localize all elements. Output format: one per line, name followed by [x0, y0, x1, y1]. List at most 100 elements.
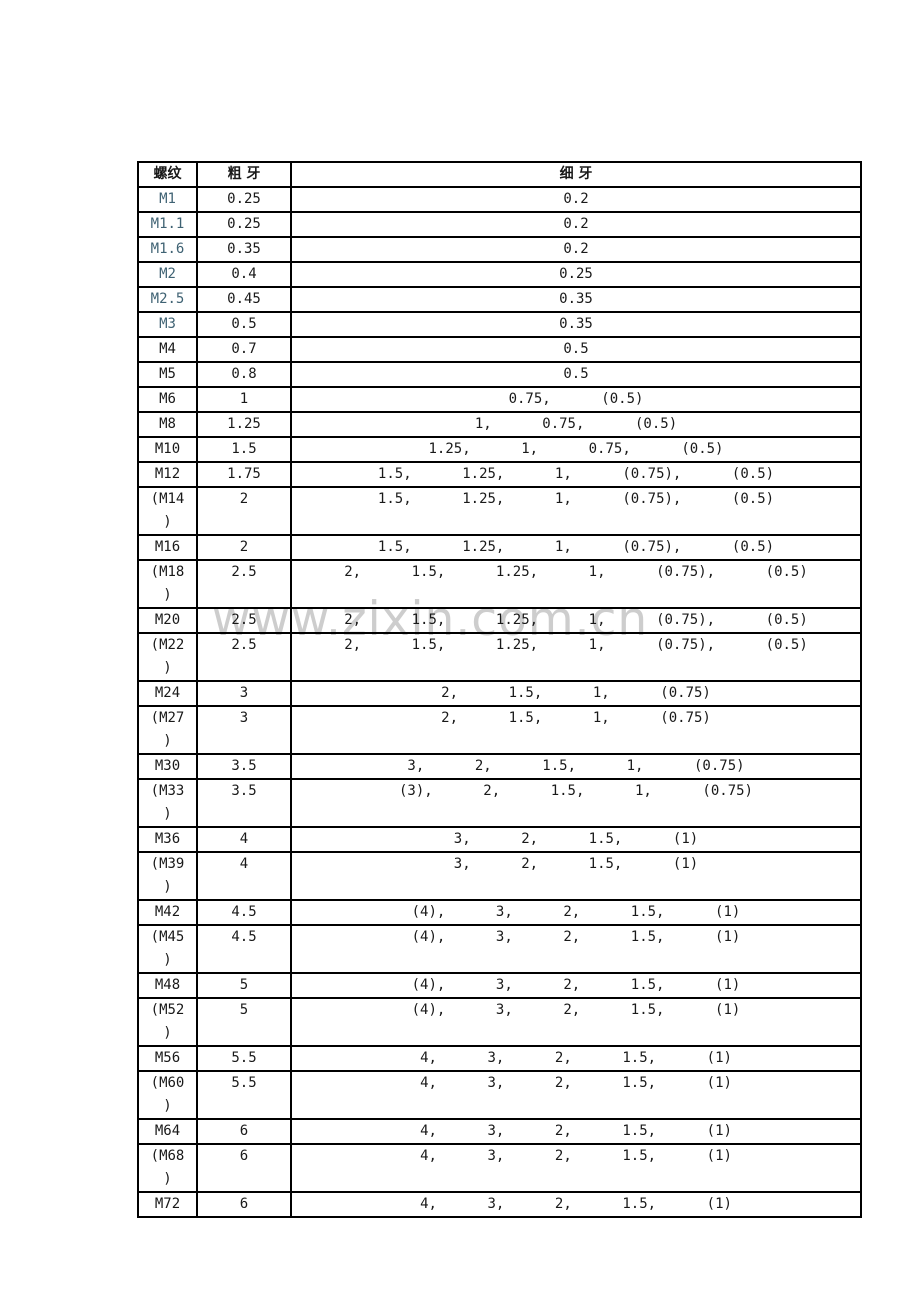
- fine-pitch-cell: 0.2: [290, 236, 862, 263]
- coarse-pitch-cell: 2.5: [196, 632, 292, 682]
- fine-pitch-cell: 4, 3, 2, 1.5, (1): [290, 1143, 862, 1193]
- thread-designation-cell: (M18 ): [137, 559, 198, 609]
- fine-pitch-cell: 1, 0.75, (0.5): [290, 411, 862, 438]
- table-row: M5 0.8 0.5: [137, 361, 862, 388]
- fine-pitch-cell: 1.5, 1.25, 1, (0.75), (0.5): [290, 486, 862, 536]
- table-row: (M22 ) 2.5 2, 1.5, 1.25, 1, (0.75), (0.5): [137, 632, 862, 682]
- table-row: M10 1.5 1.25, 1, 0.75, (0.5): [137, 436, 862, 463]
- table-row: (M27 ) 3 2, 1.5, 1, (0.75): [137, 705, 862, 755]
- fine-pitch-cell: 2, 1.5, 1.25, 1, (0.75), (0.5): [290, 607, 862, 634]
- coarse-pitch-cell: 0.4: [196, 261, 292, 288]
- column-header-fine-pitch: 细 牙: [290, 161, 862, 188]
- thread-table-body: M1 0.25 0.2 M1.1 0.25 0.2 M1.6 0.35 0.2 M2 0.4 0.25…: [137, 186, 862, 1218]
- fine-pitch-cell: 0.75, (0.5): [290, 386, 862, 413]
- thread-designation-cell: (M27 ): [137, 705, 198, 755]
- coarse-pitch-cell: 0.25: [196, 211, 292, 238]
- coarse-pitch-cell: 0.35: [196, 236, 292, 263]
- fine-pitch-cell: (3), 2, 1.5, 1, (0.75): [290, 778, 862, 828]
- table-row: M16 2 1.5, 1.25, 1, (0.75), (0.5): [137, 534, 862, 561]
- thread-designation-cell: M72: [137, 1191, 198, 1218]
- thread-designation-cell: M1.1: [137, 211, 198, 238]
- table-row: M4 0.7 0.5: [137, 336, 862, 363]
- thread-designation-cell: M36: [137, 826, 198, 853]
- coarse-pitch-cell: 3.5: [196, 778, 292, 828]
- thread-pitch-table: 螺纹 粗 牙 细 牙 M1 0.25 0.2 M1.1 0.25 0.2 M1.6 0.35 0…: [137, 161, 862, 1218]
- coarse-pitch-cell: 2: [196, 534, 292, 561]
- coarse-pitch-cell: 3: [196, 680, 292, 707]
- thread-designation-cell: M6: [137, 386, 198, 413]
- coarse-pitch-cell: 4.5: [196, 924, 292, 974]
- table-row: M12 1.75 1.5, 1.25, 1, (0.75), (0.5): [137, 461, 862, 488]
- coarse-pitch-cell: 4.5: [196, 899, 292, 926]
- coarse-pitch-cell: 2.5: [196, 559, 292, 609]
- thread-designation-cell: M1: [137, 186, 198, 213]
- fine-pitch-cell: 3, 2, 1.5, (1): [290, 826, 862, 853]
- fine-pitch-cell: (4), 3, 2, 1.5, (1): [290, 924, 862, 974]
- thread-designation-cell: (M22 ): [137, 632, 198, 682]
- coarse-pitch-cell: 3.5: [196, 753, 292, 780]
- coarse-pitch-cell: 4: [196, 851, 292, 901]
- table-row: M42 4.5 (4), 3, 2, 1.5, (1): [137, 899, 862, 926]
- thread-designation-cell: (M68 ): [137, 1143, 198, 1193]
- coarse-pitch-cell: 5: [196, 997, 292, 1047]
- table-row: M36 4 3, 2, 1.5, (1): [137, 826, 862, 853]
- table-row: M1.1 0.25 0.2: [137, 211, 862, 238]
- fine-pitch-cell: (4), 3, 2, 1.5, (1): [290, 972, 862, 999]
- table-row: M72 6 4, 3, 2, 1.5, (1): [137, 1191, 862, 1218]
- table-row: (M68 ) 6 4, 3, 2, 1.5, (1): [137, 1143, 862, 1193]
- fine-pitch-cell: 4, 3, 2, 1.5, (1): [290, 1191, 862, 1218]
- fine-pitch-cell: 1.5, 1.25, 1, (0.75), (0.5): [290, 461, 862, 488]
- thread-designation-cell: M10: [137, 436, 198, 463]
- table-row: (M39 ) 4 3, 2, 1.5, (1): [137, 851, 862, 901]
- coarse-pitch-cell: 1.25: [196, 411, 292, 438]
- table-row: M1 0.25 0.2: [137, 186, 862, 213]
- fine-pitch-cell: 0.5: [290, 336, 862, 363]
- table-row: (M60 ) 5.5 4, 3, 2, 1.5, (1): [137, 1070, 862, 1120]
- thread-designation-cell: M2: [137, 261, 198, 288]
- coarse-pitch-cell: 0.7: [196, 336, 292, 363]
- table-row: (M18 ) 2.5 2, 1.5, 1.25, 1, (0.75), (0.5): [137, 559, 862, 609]
- fine-pitch-cell: 0.25: [290, 261, 862, 288]
- table-row: M6 1 0.75, (0.5): [137, 386, 862, 413]
- coarse-pitch-cell: 2: [196, 486, 292, 536]
- coarse-pitch-cell: 1: [196, 386, 292, 413]
- thread-designation-cell: M12: [137, 461, 198, 488]
- thread-designation-cell: M5: [137, 361, 198, 388]
- fine-pitch-cell: 1.25, 1, 0.75, (0.5): [290, 436, 862, 463]
- fine-pitch-cell: 0.35: [290, 311, 862, 338]
- table-row: M2.5 0.45 0.35: [137, 286, 862, 313]
- table-row: M56 5.5 4, 3, 2, 1.5, (1): [137, 1045, 862, 1072]
- fine-pitch-cell: 2, 1.5, 1, (0.75): [290, 705, 862, 755]
- table-header-row: 螺纹 粗 牙 细 牙: [137, 161, 862, 188]
- coarse-pitch-cell: 3: [196, 705, 292, 755]
- fine-pitch-cell: 0.2: [290, 211, 862, 238]
- coarse-pitch-cell: 2.5: [196, 607, 292, 634]
- table-row: M20 2.5 2, 1.5, 1.25, 1, (0.75), (0.5): [137, 607, 862, 634]
- table-row: M1.6 0.35 0.2: [137, 236, 862, 263]
- coarse-pitch-cell: 0.8: [196, 361, 292, 388]
- column-header-thread: 螺纹: [137, 161, 198, 188]
- coarse-pitch-cell: 0.45: [196, 286, 292, 313]
- thread-designation-cell: M56: [137, 1045, 198, 1072]
- table-row: M24 3 2, 1.5, 1, (0.75): [137, 680, 862, 707]
- thread-designation-cell: M8: [137, 411, 198, 438]
- thread-designation-cell: (M33 ): [137, 778, 198, 828]
- thread-designation-cell: (M60 ): [137, 1070, 198, 1120]
- table-row: (M45 ) 4.5 (4), 3, 2, 1.5, (1): [137, 924, 862, 974]
- table-row: M64 6 4, 3, 2, 1.5, (1): [137, 1118, 862, 1145]
- fine-pitch-cell: 2, 1.5, 1.25, 1, (0.75), (0.5): [290, 559, 862, 609]
- coarse-pitch-cell: 0.5: [196, 311, 292, 338]
- fine-pitch-cell: 2, 1.5, 1.25, 1, (0.75), (0.5): [290, 632, 862, 682]
- thread-designation-cell: (M45 ): [137, 924, 198, 974]
- thread-designation-cell: M24: [137, 680, 198, 707]
- thread-designation-cell: M3: [137, 311, 198, 338]
- coarse-pitch-cell: 6: [196, 1191, 292, 1218]
- coarse-pitch-cell: 1.5: [196, 436, 292, 463]
- coarse-pitch-cell: 6: [196, 1118, 292, 1145]
- thread-designation-cell: M48: [137, 972, 198, 999]
- table-row: (M33 ) 3.5 (3), 2, 1.5, 1, (0.75): [137, 778, 862, 828]
- fine-pitch-cell: 4, 3, 2, 1.5, (1): [290, 1118, 862, 1145]
- table-row: M8 1.25 1, 0.75, (0.5): [137, 411, 862, 438]
- thread-designation-cell: (M39 ): [137, 851, 198, 901]
